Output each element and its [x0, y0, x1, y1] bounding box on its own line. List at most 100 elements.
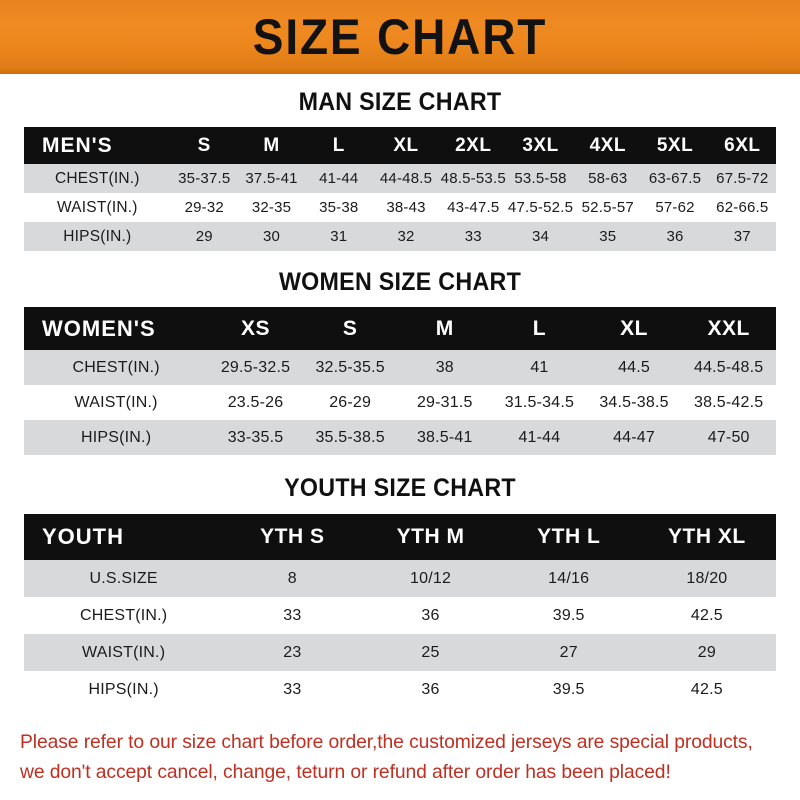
table-cell: 47-50: [707, 428, 750, 446]
table-cell: 38: [435, 358, 454, 376]
table-cell: 35.5-38.5: [315, 428, 385, 446]
youth-row-label: HIPS(IN.): [88, 680, 159, 698]
man-column-header: 2XL: [455, 134, 492, 156]
table-row: CHEST(IN.) 29.5-32.5 32.5-35.5 38 41 44.5 44.5…: [24, 350, 776, 385]
man-section-title: MAN SIZE CHART: [298, 88, 502, 116]
women-size-table-wrap: WOMEN'S XS S M L XL XXL CHEST(IN.) 29.5-32.5 32.5…: [24, 307, 776, 455]
table-cell: 63-67.5: [648, 170, 702, 187]
table-cell: 33: [283, 606, 302, 624]
table-cell: 34: [531, 228, 550, 245]
table-cell: 44-48.5: [379, 170, 433, 187]
women-column-header: M: [435, 316, 454, 340]
table-cell: 39.5: [552, 680, 585, 698]
table-cell: 44-47: [613, 428, 655, 446]
table-row: WAIST(IN.) 23 25 27 29: [24, 634, 776, 671]
youth-row-label: U.S.SIZE: [89, 569, 158, 587]
table-cell: 33: [464, 228, 482, 245]
table-cell: 29: [195, 228, 213, 245]
table-cell: 41: [530, 358, 549, 376]
table-cell: 37.5-41: [245, 170, 298, 187]
youth-row-label: WAIST(IN.): [82, 643, 166, 661]
table-cell: 41-44: [518, 428, 561, 446]
table-cell: 38.5-42.5: [693, 393, 764, 411]
man-column-header: 5XL: [656, 134, 694, 156]
table-cell: 67.5-72: [716, 170, 769, 187]
women-row-label: CHEST(IN.): [72, 358, 160, 376]
banner: SIZE CHART: [0, 0, 800, 74]
man-size-table-wrap: MEN'S S M L XL 2XL 3XL 4XL 5XL 6XL CHEST(IN.) 35-37…: [24, 127, 776, 251]
table-row: WAIST(IN.) 29-32 32-35 35-38 38-43 43-47.5 47.…: [24, 193, 776, 222]
table-cell: 58-63: [588, 170, 628, 187]
man-row-label: WAIST(IN.): [57, 198, 138, 216]
footer-note-line-2: we don't accept cancel, change, teturn o…: [20, 760, 671, 783]
man-row-label-header: MEN'S: [42, 133, 113, 157]
women-size-table: WOMEN'S XS S M L XL XXL CHEST(IN.) 29.5-32.5 32.5…: [24, 307, 776, 455]
table-cell: 42.5: [690, 680, 723, 698]
table-cell: 35: [599, 228, 617, 245]
table-cell: 23: [283, 643, 302, 661]
table-cell: 26-29: [329, 393, 372, 411]
table-cell: 47.5-52.5: [507, 199, 574, 216]
man-column-header: 4XL: [589, 134, 626, 156]
man-column-header: M: [263, 134, 280, 156]
table-cell: 32-35: [251, 199, 292, 216]
table-cell: 29-31.5: [416, 393, 473, 411]
youth-size-table-wrap: YOUTH YTH S YTH M YTH L YTH XL U.S.SIZE 8 10/12…: [24, 514, 776, 708]
table-cell: 38-43: [386, 199, 426, 216]
women-column-header: L: [532, 316, 547, 340]
table-cell: 35-38: [319, 199, 359, 216]
table-cell: 29-32: [184, 199, 224, 216]
footer-note: Please refer to our size chart before or…: [20, 728, 780, 787]
table-row: HIPS(IN.) 29 30 31 32 33 34 35 36 37: [24, 222, 776, 251]
banner-title: SIZE CHART: [252, 9, 548, 65]
table-cell: 18/20: [686, 569, 728, 587]
table-row: HIPS(IN.) 33-35.5 35.5-38.5 38.5-41 41-44 44-…: [24, 420, 776, 455]
table-row: U.S.SIZE 8 10/12 14/16 18/20: [24, 560, 776, 597]
women-column-header: S: [342, 316, 358, 340]
table-cell: 32: [397, 228, 415, 245]
table-cell: 25: [421, 643, 440, 661]
youth-section-title: YOUTH SIZE CHART: [284, 474, 516, 502]
table-cell: 31: [330, 228, 348, 245]
table-cell: 29.5-32.5: [220, 358, 291, 376]
table-cell: 34.5-38.5: [599, 393, 669, 411]
table-cell: 33-35.5: [227, 428, 284, 446]
table-cell: 57-62: [655, 199, 695, 216]
table-cell: 37: [733, 228, 751, 245]
women-column-header: XXL: [707, 316, 750, 340]
man-column-header: L: [332, 134, 345, 156]
table-cell: 41-44: [319, 170, 359, 187]
youth-row-label-header: YOUTH: [42, 524, 124, 549]
women-row-label: WAIST(IN.): [74, 393, 158, 411]
table-row: CHEST(IN.) 35-37.5 37.5-41 41-44 44-48.5 48.5…: [24, 164, 776, 193]
man-column-header: XL: [393, 134, 419, 156]
table-cell: 43-47.5: [447, 199, 500, 216]
youth-column-header: YTH S: [260, 525, 325, 548]
table-cell: 32.5-35.5: [315, 358, 385, 376]
women-column-header: XS: [241, 316, 271, 340]
footer-note-line-1: Please refer to our size chart before or…: [20, 731, 753, 753]
women-table-header-row: WOMEN'S XS S M L XL XXL: [24, 307, 776, 350]
table-cell: 36: [421, 680, 440, 698]
women-row-label: HIPS(IN.): [80, 428, 152, 446]
table-cell: 8: [287, 569, 297, 587]
table-row: WAIST(IN.) 23.5-26 26-29 29-31.5 31.5-34.5 34…: [24, 385, 776, 420]
table-cell: 42.5: [690, 606, 723, 624]
man-row-label: CHEST(IN.): [54, 169, 140, 187]
youth-row-label: CHEST(IN.): [79, 606, 168, 624]
table-cell: 36: [421, 606, 440, 624]
man-table-header-row: MEN'S S M L XL 2XL 3XL 4XL 5XL 6XL: [24, 127, 776, 164]
table-cell: 29: [697, 643, 716, 661]
table-cell: 38.5-41: [416, 428, 473, 446]
table-cell: 48.5-53.5: [440, 170, 506, 187]
table-cell: 31.5-34.5: [504, 393, 575, 411]
women-section-title: WOMEN SIZE CHART: [278, 268, 522, 296]
table-cell: 14/16: [548, 569, 590, 587]
women-column-header: XL: [620, 316, 648, 340]
youth-table-header-row: YOUTH YTH S YTH M YTH L YTH XL: [24, 514, 776, 560]
youth-column-header: YTH XL: [668, 525, 746, 548]
table-cell: 39.5: [552, 606, 585, 624]
youth-column-header: YTH L: [537, 525, 601, 548]
table-cell: 33: [283, 680, 302, 698]
